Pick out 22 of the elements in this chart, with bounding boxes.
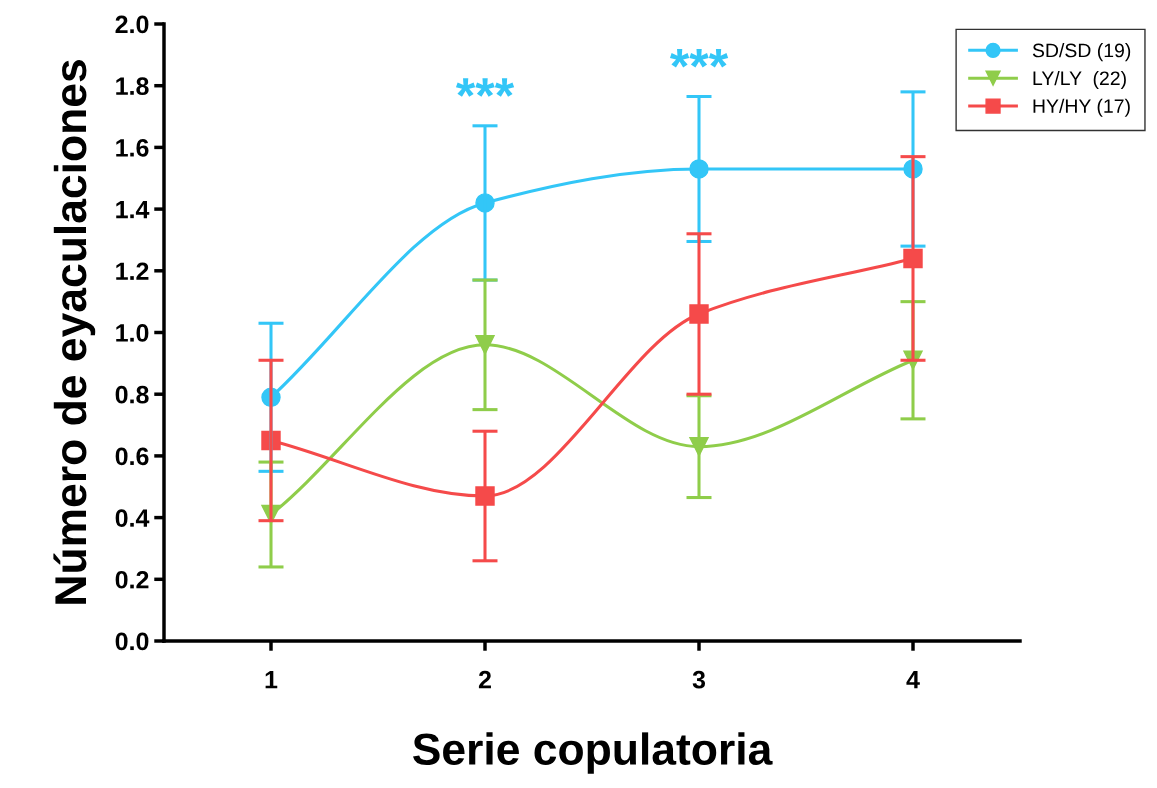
legend-label: SD/SD (19): [1032, 43, 1131, 62]
y-tick-label: 1.6: [116, 139, 149, 157]
x-axis-title: Serie copulatoria: [412, 732, 773, 774]
x-tick-label: 2: [478, 670, 491, 689]
y-tick-label: 1.4: [116, 200, 150, 219]
x-tick-label: 1: [265, 671, 278, 689]
annotation: ***: [669, 48, 729, 68]
y-tick-label: 0.8: [115, 385, 149, 404]
x-tick-label: 3: [692, 670, 706, 689]
y-tick-label: 1.2: [116, 262, 149, 280]
y-tick-label: 0.2: [115, 570, 149, 589]
legend-label: HY/HY (17): [1033, 98, 1130, 117]
annotation: ***: [455, 78, 515, 97]
y-tick-label: 0.6: [115, 447, 149, 466]
y-tick-label: 0.4: [115, 509, 150, 527]
y-tick-label: 0.0: [115, 632, 149, 651]
y-axis-title: Número de eyaculaciones: [53, 60, 96, 604]
y-tick-label: 1.8: [116, 77, 149, 95]
y-tick-label: 2.0: [115, 15, 149, 34]
legend-label: LY/LY (22): [1033, 70, 1126, 89]
x-tick-label: 4: [906, 671, 920, 689]
y-tick-label: 1.0: [116, 324, 149, 342]
